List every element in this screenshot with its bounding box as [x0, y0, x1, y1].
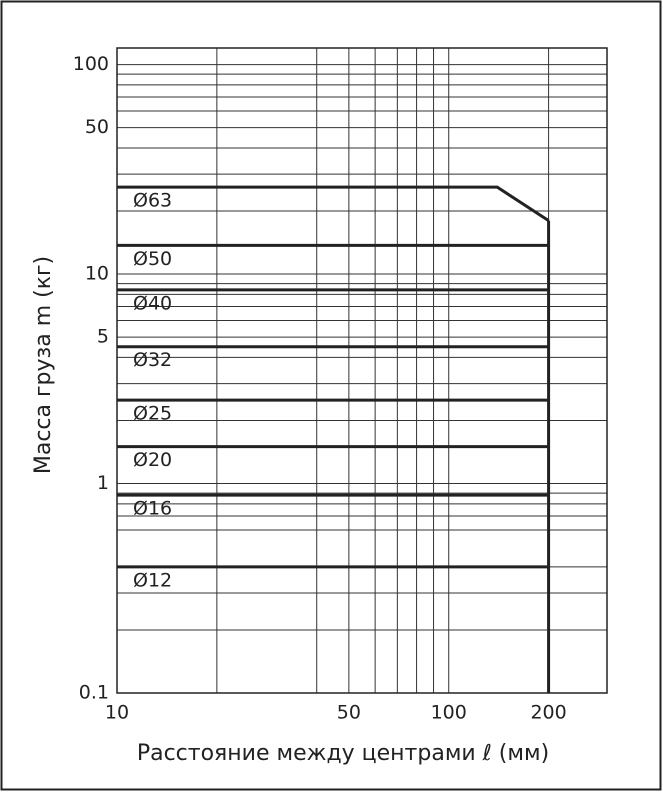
series-label: Ø25: [133, 403, 172, 425]
y-tick-label: 1: [97, 472, 109, 494]
series-label: Ø40: [133, 292, 172, 314]
series-label: Ø20: [133, 449, 172, 471]
y-tick-label: 0.1: [79, 682, 109, 704]
y-tick-label: 10: [85, 263, 109, 285]
x-axis-title: Расстояние между центрами ℓ (мм): [137, 741, 549, 766]
x-tick-label: 100: [431, 702, 467, 724]
y-tick-label: 50: [85, 116, 109, 138]
series-line: [117, 185, 550, 222]
y-tick-label: 100: [73, 53, 109, 75]
x-tick-label: 50: [337, 702, 361, 724]
series-label: Ø12: [133, 569, 172, 591]
y-tick-label: 5: [97, 326, 109, 348]
y-axis-title: Масса груза m (кг): [31, 256, 56, 474]
series-label: Ø50: [133, 248, 172, 270]
x-tick-label: 200: [530, 702, 566, 724]
series-label: Ø16: [133, 498, 172, 520]
plot-frame: [116, 47, 608, 694]
series-label: Ø32: [133, 349, 172, 371]
series-label: Ø63: [133, 190, 172, 212]
x-tick-label: 10: [105, 702, 129, 724]
